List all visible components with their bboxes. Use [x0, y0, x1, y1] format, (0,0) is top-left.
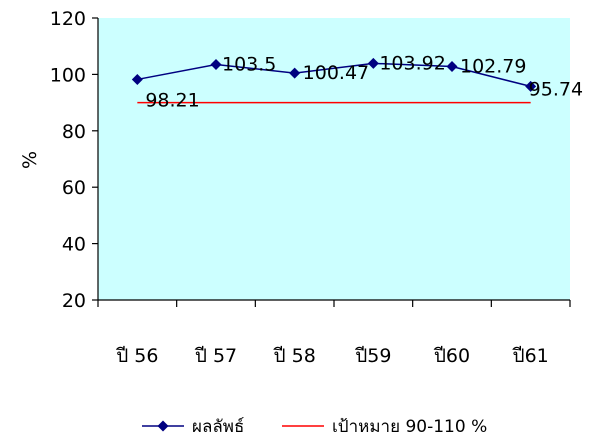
legend-target-label: เป้าหมาย 90-110 % [332, 417, 487, 437]
result-line [137, 62, 531, 88]
data-label: 103.5 [222, 54, 276, 76]
result-marker [446, 61, 458, 73]
axes: 20 40 60 80 100 120 ปี 56 ปี 57 ปี 58 ปี59 ปี60 ปี6… [50, 8, 571, 367]
x-tick-label: ปี 56 [115, 345, 158, 367]
data-label: 100.47 [303, 62, 369, 84]
y-tick-label: 60 [62, 177, 86, 199]
y-tick-label: 20 [62, 290, 86, 312]
y-tick-label: 100 [50, 64, 86, 86]
x-tick-label: ปี 57 [194, 345, 237, 367]
x-tick-label: ปี 58 [273, 345, 316, 367]
data-label: 98.21 [145, 89, 199, 111]
y-tick-label: 120 [50, 8, 86, 30]
result-marker [131, 73, 143, 85]
data-label: 103.92 [379, 52, 445, 74]
series-layer [131, 57, 537, 104]
legend-result-marker [157, 420, 169, 432]
data-label: 95.74 [529, 78, 583, 100]
x-tick-label: ปี61 [512, 345, 549, 367]
result-marker [210, 59, 222, 71]
legend-result-label: ผลลัพธ์ [192, 417, 244, 437]
y-tick-label: 80 [62, 121, 86, 143]
data-label: 102.79 [460, 56, 526, 78]
result-marker [367, 57, 379, 69]
result-marker [525, 80, 537, 92]
y-axis-label: % [19, 151, 41, 169]
result-marker [289, 67, 301, 79]
x-tick-label: ปี60 [433, 345, 470, 367]
legend: ผลลัพธ์ เป้าหมาย 90-110 % [142, 417, 487, 437]
plot-area [98, 18, 570, 300]
y-tick-label: 40 [62, 234, 86, 256]
x-tick-label: ปี59 [354, 345, 391, 367]
